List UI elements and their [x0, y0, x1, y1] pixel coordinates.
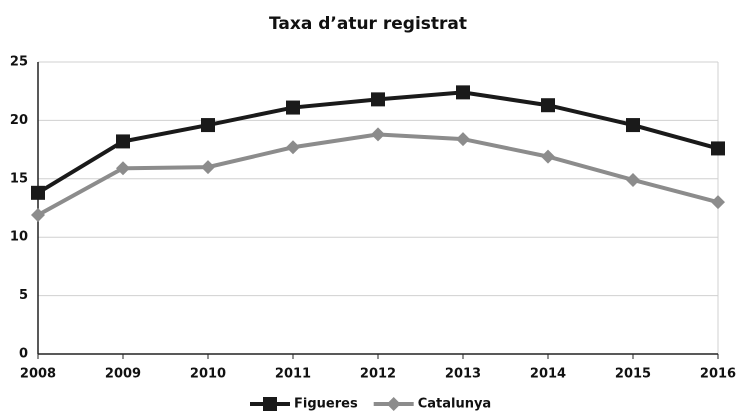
- data-point: [371, 92, 385, 107]
- y-tick-label: 20: [10, 113, 28, 128]
- data-point: [456, 85, 470, 100]
- x-tick-label: 2016: [700, 367, 736, 382]
- series-line: [36, 90, 719, 195]
- chart-title: Taxa d’atur registrat: [269, 14, 467, 34]
- data-point: [31, 185, 45, 200]
- data-point: [626, 118, 640, 133]
- data-point: [286, 140, 300, 155]
- data-point: [541, 149, 555, 164]
- y-tick-label: 15: [10, 171, 28, 186]
- x-tick-label: 2015: [615, 367, 651, 382]
- data-point: [286, 100, 300, 115]
- x-tick-label: 2008: [20, 367, 56, 382]
- x-tick-label: 2011: [275, 367, 311, 382]
- data-point: [201, 160, 215, 175]
- x-tick-label: 2013: [445, 367, 481, 382]
- x-tick-label: 2009: [105, 367, 141, 382]
- data-point: [711, 195, 725, 210]
- y-tick-label: 5: [19, 288, 28, 303]
- data-point: [711, 141, 725, 156]
- data-point: [116, 134, 130, 149]
- data-point: [201, 118, 215, 133]
- legend-marker: [263, 397, 277, 411]
- x-tick-label: 2014: [530, 367, 566, 382]
- y-tick-label: 0: [19, 347, 28, 362]
- data-point: [116, 161, 130, 176]
- data-point: [31, 208, 45, 223]
- series-line: [37, 132, 719, 217]
- data-point: [456, 132, 470, 147]
- data-point: [371, 127, 385, 142]
- data-point: [541, 98, 555, 113]
- data-point: [626, 172, 640, 187]
- legend-marker: [386, 397, 401, 411]
- x-tick-label: 2010: [190, 367, 226, 382]
- y-tick-label: 10: [10, 230, 28, 245]
- y-tick-label: 25: [10, 55, 28, 70]
- x-tick-label: 2012: [360, 367, 396, 382]
- legend-label: Figueres: [294, 397, 358, 412]
- legend-label: Catalunya: [418, 397, 492, 412]
